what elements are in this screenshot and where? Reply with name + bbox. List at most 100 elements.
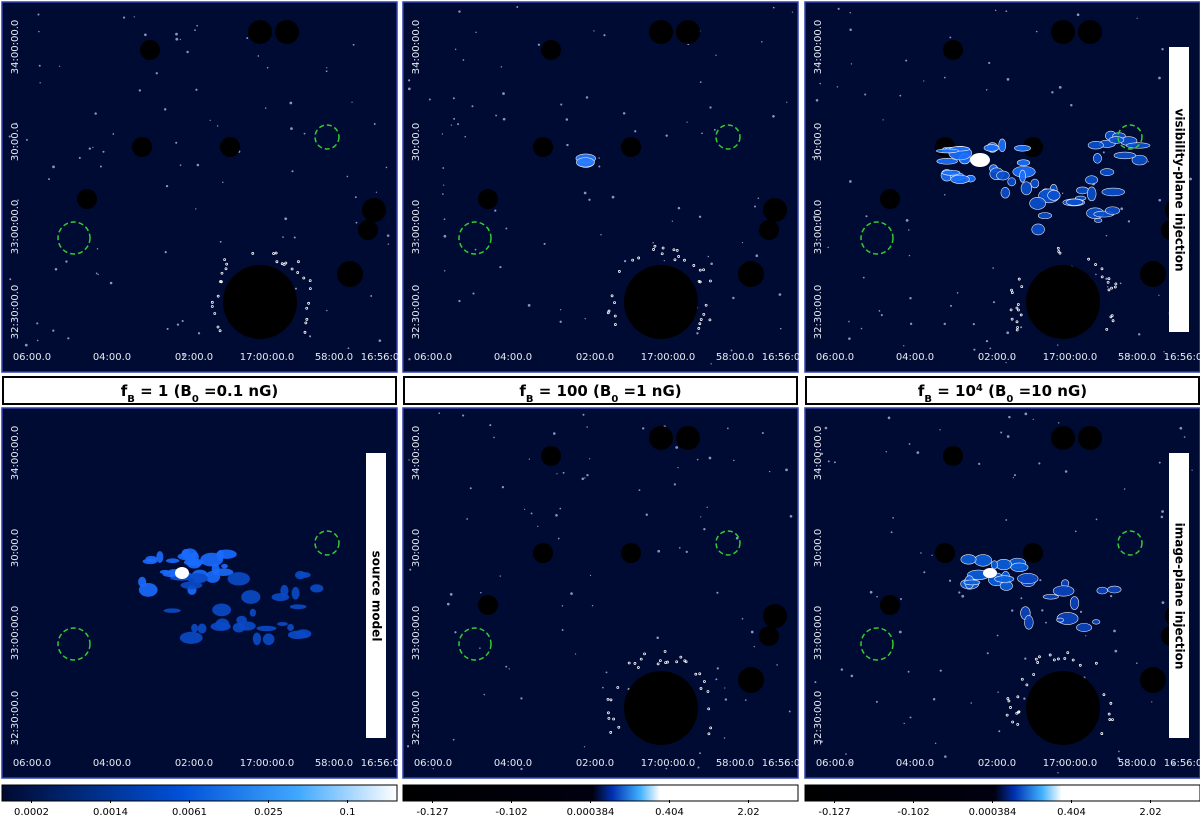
noise-speck bbox=[1020, 326, 1023, 329]
contour-speck bbox=[1110, 286, 1113, 290]
emission-blob bbox=[197, 623, 207, 634]
contour-speck bbox=[1052, 658, 1056, 662]
noise-speck bbox=[1151, 701, 1153, 703]
noise-speck bbox=[824, 426, 828, 430]
noise-speck bbox=[1114, 649, 1118, 653]
noise-speck bbox=[443, 270, 446, 272]
y-tick-label: 32:30:00.0 bbox=[411, 691, 422, 745]
masked-source bbox=[649, 426, 673, 450]
contour-speck bbox=[213, 312, 217, 315]
contour-speck bbox=[1107, 712, 1111, 716]
noise-speck bbox=[605, 671, 608, 674]
noise-speck bbox=[1117, 757, 1120, 760]
noise-speck bbox=[678, 547, 681, 549]
contour-speck bbox=[1107, 277, 1111, 281]
noise-speck bbox=[562, 471, 565, 474]
contour-speck bbox=[709, 726, 713, 730]
noise-speck bbox=[1183, 436, 1186, 438]
noise-speck bbox=[1045, 621, 1047, 624]
side-label-box bbox=[1169, 453, 1189, 738]
image-panel: 34:00:00.0 30:00.0 33:00:00.0 32:30:00.0 06:… bbox=[804, 1, 1200, 373]
noise-speck bbox=[1006, 435, 1010, 438]
noise-speck bbox=[972, 323, 975, 326]
masked-source bbox=[541, 446, 561, 466]
y-tick-label: 34:00:00.0 bbox=[10, 426, 21, 480]
contour-speck bbox=[296, 271, 300, 274]
noise-speck bbox=[685, 550, 688, 554]
noise-speck bbox=[816, 128, 819, 131]
emission-blob bbox=[1113, 151, 1136, 160]
noise-speck bbox=[909, 297, 912, 300]
contour-speck bbox=[699, 687, 703, 690]
y-tick-label: 32:30:00.0 bbox=[813, 691, 824, 745]
noise-speck bbox=[428, 98, 431, 101]
noise-speck bbox=[892, 516, 894, 519]
noise-speck bbox=[642, 427, 645, 430]
noise-speck bbox=[458, 10, 461, 13]
emission-blob bbox=[215, 618, 230, 631]
noise-speck bbox=[706, 506, 708, 509]
noise-speck bbox=[589, 574, 592, 577]
x-tick-label: 02:00.0 bbox=[978, 352, 1016, 363]
noise-speck bbox=[710, 363, 712, 365]
noise-speck bbox=[222, 181, 224, 184]
x-tick-label: 58:00.0 bbox=[1118, 352, 1156, 363]
masked-source bbox=[624, 265, 698, 339]
noise-speck bbox=[1023, 697, 1026, 700]
noise-speck bbox=[1179, 426, 1183, 430]
region-marker bbox=[1117, 124, 1143, 150]
noise-speck bbox=[1113, 629, 1116, 633]
noise-speck bbox=[583, 191, 587, 195]
emission-blob bbox=[963, 579, 981, 586]
noise-speck bbox=[778, 293, 782, 296]
noise-speck bbox=[949, 36, 952, 39]
caption-box bbox=[805, 376, 1200, 405]
contour-speck bbox=[282, 263, 286, 266]
noise-speck bbox=[494, 209, 497, 212]
x-tick-label: 06:00.0 bbox=[13, 352, 51, 363]
noise-speck bbox=[703, 528, 706, 531]
noise-speck bbox=[950, 304, 953, 307]
contour-speck bbox=[631, 258, 635, 262]
masked-source bbox=[478, 595, 498, 615]
masked-source bbox=[1078, 20, 1102, 44]
noise-speck bbox=[176, 323, 180, 326]
emission-blob bbox=[1007, 177, 1017, 187]
noise-speck bbox=[450, 124, 453, 126]
contour-speck bbox=[1007, 699, 1011, 703]
noise-speck bbox=[464, 135, 467, 138]
emission-blob bbox=[936, 158, 958, 165]
noise-speck bbox=[209, 119, 211, 121]
masked-source bbox=[1051, 426, 1075, 450]
noise-speck bbox=[1024, 412, 1028, 416]
emission-blob bbox=[200, 552, 224, 567]
emission-blob bbox=[1017, 573, 1039, 585]
noise-speck bbox=[708, 456, 712, 460]
contour-speck bbox=[675, 249, 679, 252]
noise-speck bbox=[903, 722, 905, 725]
emission-blob bbox=[249, 608, 257, 617]
noise-speck bbox=[716, 667, 719, 670]
noise-speck bbox=[779, 327, 782, 330]
emission-blob bbox=[998, 138, 1007, 153]
noise-speck bbox=[246, 37, 249, 40]
noise-speck bbox=[907, 670, 910, 673]
noise-speck bbox=[939, 429, 941, 431]
contour-speck bbox=[220, 271, 224, 275]
x-tick-label: 17:00:00.0 bbox=[641, 352, 695, 363]
noise-speck bbox=[1105, 234, 1108, 237]
x-tick-label: 04:00.0 bbox=[93, 352, 131, 363]
contour-speck bbox=[661, 246, 665, 250]
masked-source bbox=[220, 137, 240, 157]
contour-speck bbox=[218, 329, 222, 333]
caption: fB = 100 (B0 =1 nG) bbox=[519, 382, 681, 405]
contour-speck bbox=[660, 252, 664, 256]
noise-speck bbox=[1158, 198, 1162, 202]
emission-blob bbox=[221, 563, 228, 569]
emission-blob bbox=[211, 563, 220, 576]
masked-source bbox=[1026, 265, 1100, 339]
noise-speck bbox=[726, 427, 729, 430]
noise-speck bbox=[638, 489, 641, 492]
noise-speck bbox=[1147, 161, 1150, 163]
emission-blob bbox=[994, 575, 1015, 583]
